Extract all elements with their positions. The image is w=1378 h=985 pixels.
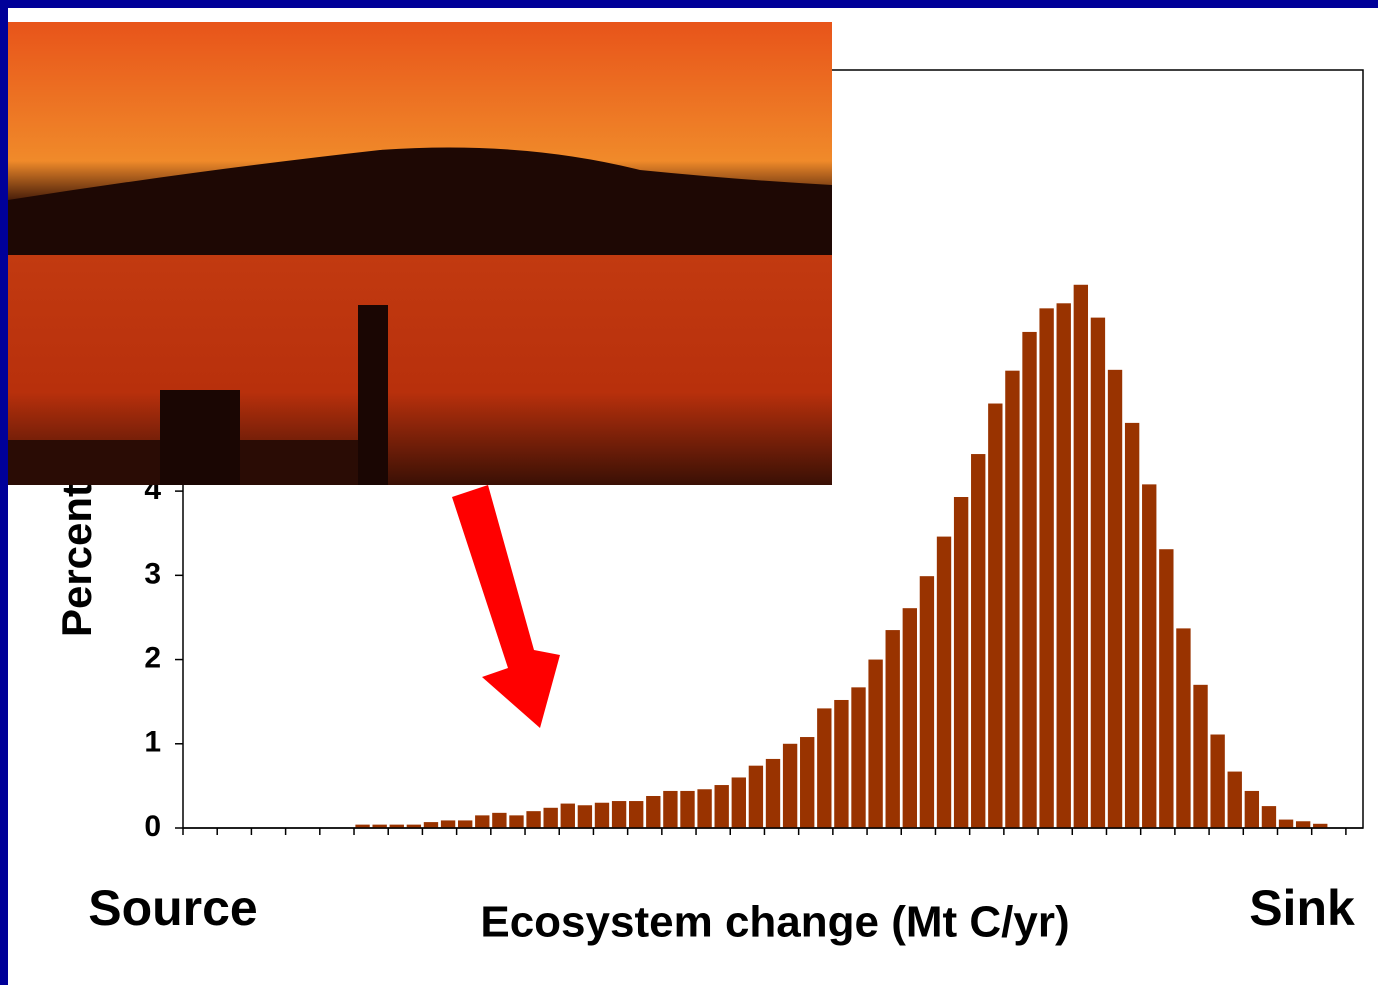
bar <box>1278 819 1294 828</box>
bar <box>475 815 490 828</box>
bar <box>971 454 986 828</box>
bar <box>1005 370 1020 828</box>
bar <box>851 687 866 828</box>
bar <box>577 805 593 828</box>
bar <box>714 785 729 828</box>
y-tick-label: 0 <box>144 810 161 843</box>
bar <box>1073 284 1089 828</box>
bar <box>663 790 678 828</box>
bar <box>526 811 541 828</box>
x-axis-label: Ecosystem change (Mt C/yr) <box>480 898 1069 947</box>
bar <box>629 801 644 828</box>
bar <box>697 789 712 828</box>
bar <box>782 743 798 828</box>
annotation: Source <box>88 880 258 936</box>
photo-hills <box>8 147 832 255</box>
bar <box>1090 317 1106 828</box>
annotation: Sink <box>1249 880 1355 936</box>
bar <box>936 536 952 828</box>
bar <box>1124 422 1140 828</box>
bar <box>1193 684 1208 828</box>
bar <box>1056 303 1071 829</box>
bar <box>1159 549 1174 828</box>
y-tick-label: 1 <box>144 726 161 759</box>
bar <box>1039 308 1054 828</box>
bar <box>1261 806 1277 828</box>
bar <box>988 403 1003 828</box>
bar <box>748 765 764 828</box>
bar <box>372 824 387 828</box>
bar <box>731 777 746 828</box>
bar <box>423 822 439 828</box>
bar <box>680 790 695 828</box>
bar <box>492 812 507 828</box>
arrow <box>452 485 560 728</box>
bar <box>817 708 832 828</box>
bar <box>765 758 781 828</box>
bar <box>457 820 473 828</box>
bar <box>1313 823 1328 828</box>
bar <box>611 801 627 828</box>
bar <box>594 802 610 828</box>
bar <box>1142 484 1157 828</box>
bar <box>509 815 524 828</box>
bar <box>800 737 815 828</box>
bar <box>1210 734 1225 828</box>
bar <box>1295 821 1311 828</box>
bar <box>560 803 575 828</box>
bar <box>440 820 456 828</box>
photo-bin <box>160 390 240 485</box>
bar <box>834 699 849 828</box>
y-tick-label: 2 <box>144 641 161 674</box>
bar <box>389 824 404 828</box>
photo-post <box>358 305 388 485</box>
bar <box>406 824 422 828</box>
bar <box>885 630 900 828</box>
bar <box>543 807 558 828</box>
y-axis-label: Percent <box>53 483 100 637</box>
bar <box>919 576 935 828</box>
bar <box>953 497 969 828</box>
bar <box>1227 771 1242 828</box>
bar <box>1176 628 1191 828</box>
bar <box>1022 331 1037 828</box>
bar <box>902 608 917 828</box>
bar <box>355 824 370 828</box>
y-tick-label: 3 <box>144 557 161 590</box>
bar <box>868 659 883 828</box>
bar <box>1107 369 1123 828</box>
bar <box>646 795 661 828</box>
bar <box>1244 790 1260 828</box>
